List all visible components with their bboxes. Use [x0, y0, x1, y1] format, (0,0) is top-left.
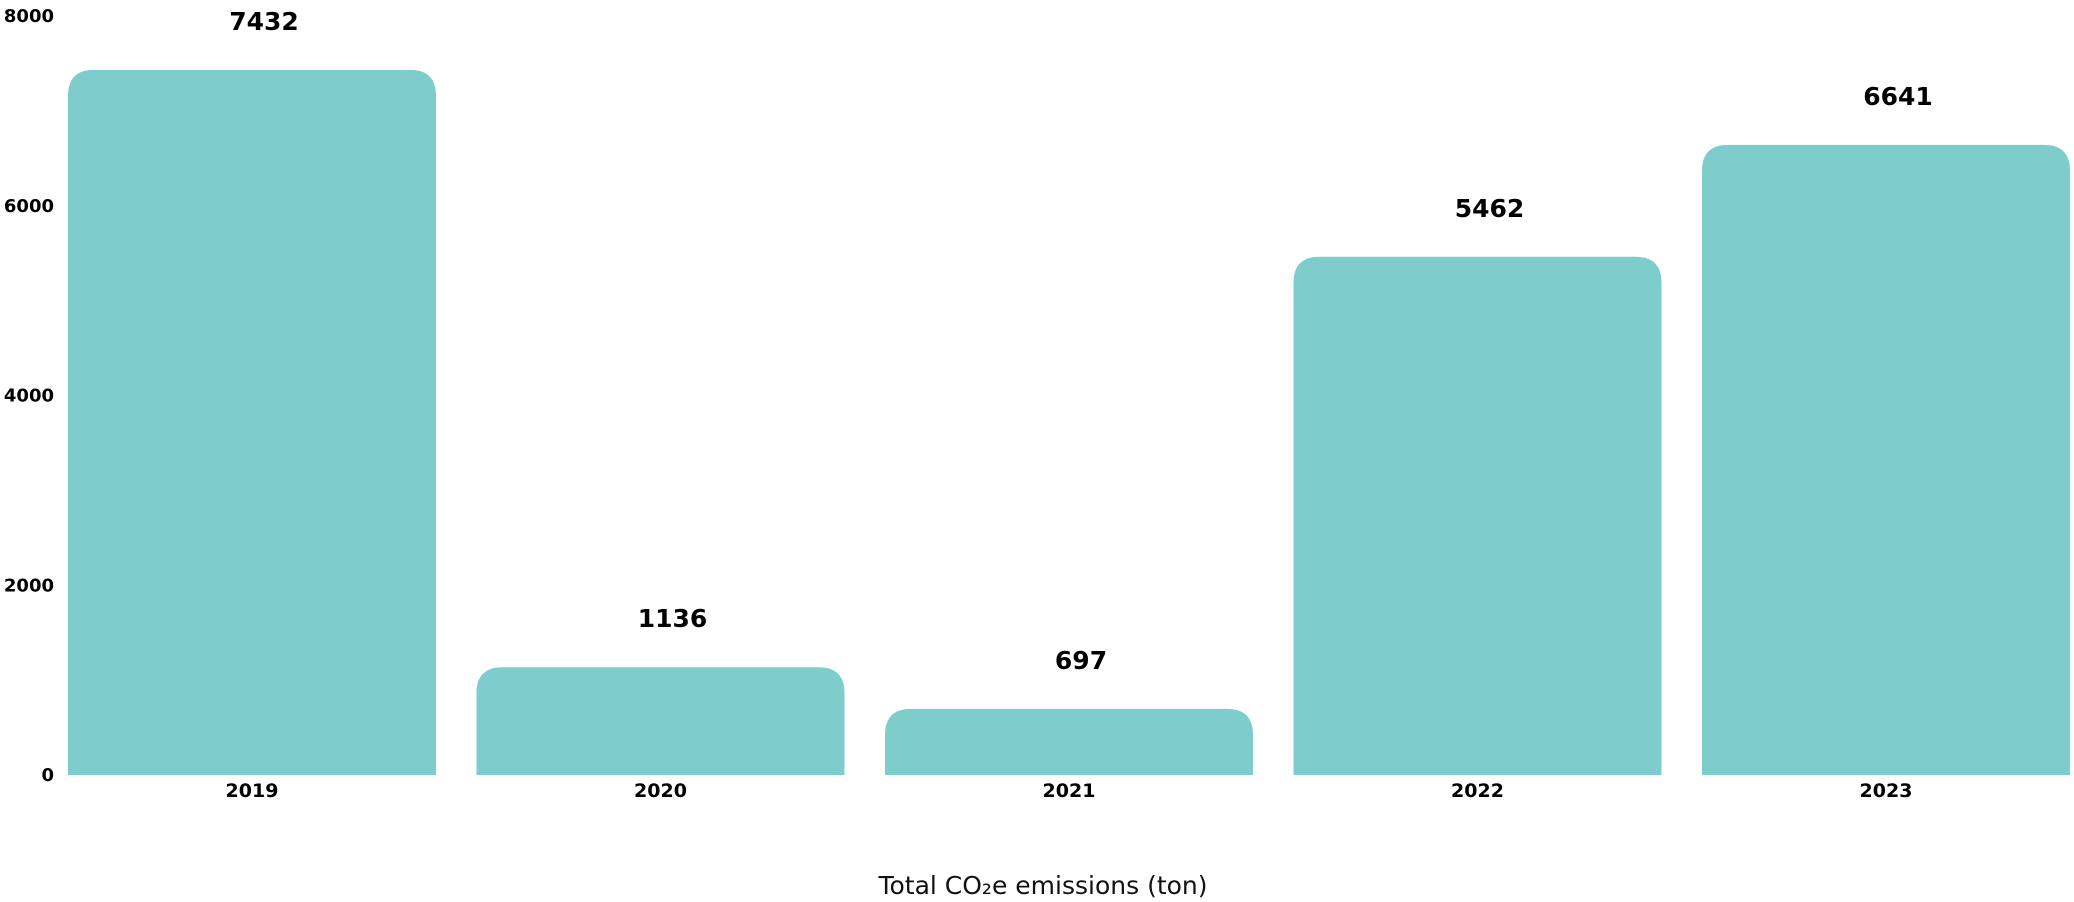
data-label-2021: 697: [1055, 646, 1107, 675]
bar-2021: [885, 708, 1253, 775]
x-tick-label-2022: 2022: [1451, 780, 1504, 802]
x-tick-label-2020: 2020: [634, 780, 687, 802]
bars: [68, 69, 2070, 776]
bar-2019: [68, 69, 436, 776]
y-tick-label: 6000: [4, 196, 54, 217]
bar-2022: [1293, 256, 1662, 776]
x-tick-label-2019: 2019: [226, 780, 279, 802]
y-tick-label: 0: [41, 765, 54, 786]
x-tick-label-2023: 2023: [1860, 780, 1913, 802]
x-axis-title: Total CO₂e emissions (ton): [877, 871, 1207, 900]
x-tick-label-2021: 2021: [1043, 780, 1096, 802]
y-tick-label: 4000: [4, 386, 54, 407]
y-tick-label: 8000: [4, 6, 54, 27]
bar-2023: [1702, 144, 2070, 775]
y-tick-label: 2000: [4, 575, 54, 596]
y-axis: 0 2000 4000 6000 8000: [4, 6, 54, 786]
data-label-2019: 7432: [229, 7, 299, 36]
data-labels: 7432 1136 697 5462 6641: [229, 7, 1933, 675]
bar-2020: [476, 667, 845, 775]
data-label-2022: 5462: [1455, 194, 1525, 223]
data-label-2020: 1136: [638, 604, 708, 633]
x-axis: 2019 2020 2021 2022 2023: [226, 780, 1913, 802]
data-label-2023: 6641: [1863, 82, 1933, 111]
